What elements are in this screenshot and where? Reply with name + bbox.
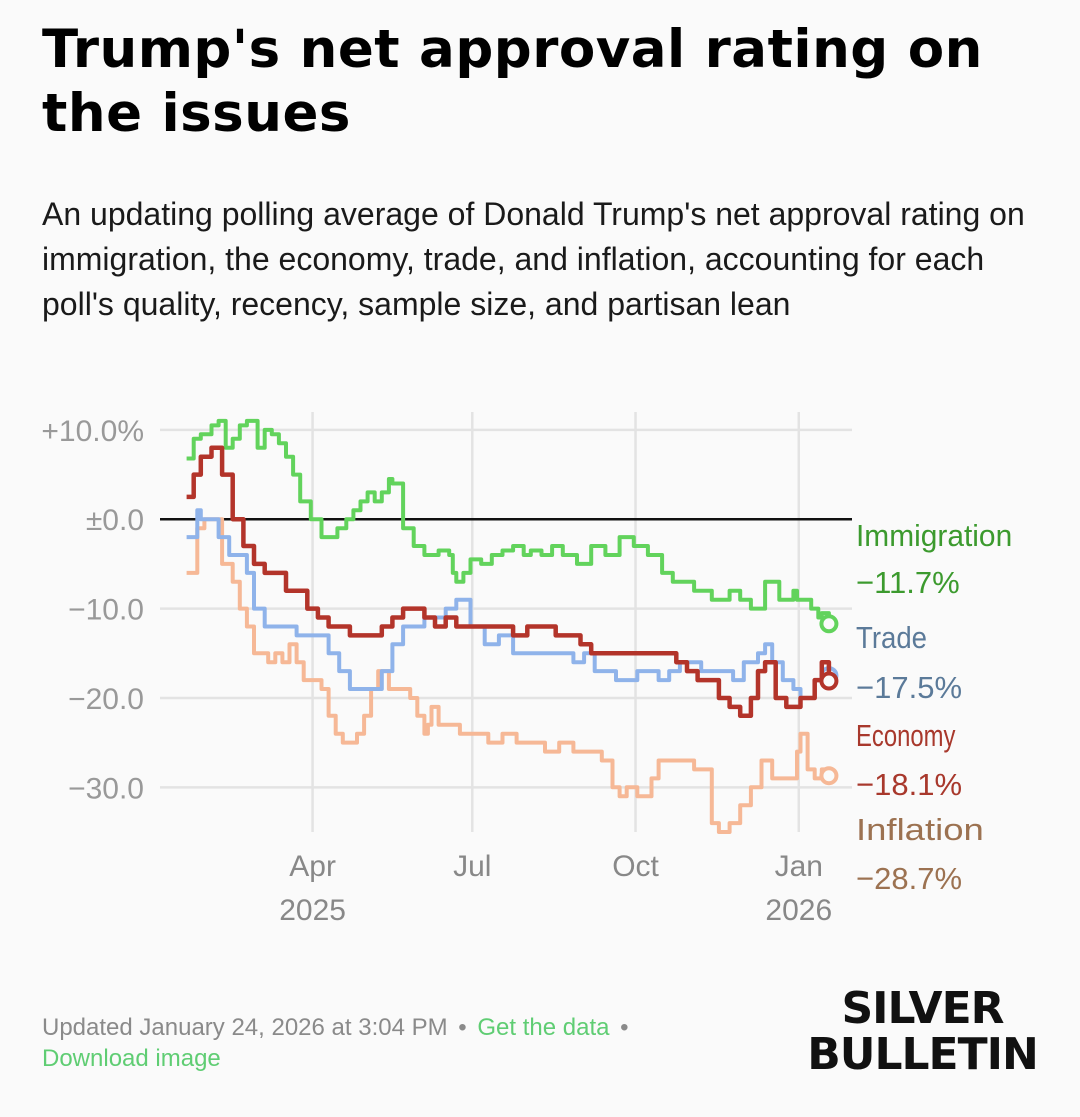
- series-end-marker-immigration: [819, 614, 839, 634]
- series-name-label-inflation: Inflation: [856, 812, 984, 847]
- footer-separator: •: [458, 1014, 467, 1041]
- y-tick-label: +10.0%: [41, 415, 144, 448]
- series-line-trade: [186, 508, 831, 700]
- x-tick-sublabel: 2025: [279, 894, 346, 927]
- x-tick-label: Apr: [289, 850, 336, 883]
- series-value-label-inflation: −28.7%: [856, 861, 962, 896]
- x-tick-label: Jul: [453, 850, 491, 883]
- updated-timestamp: Updated January 24, 2026 at 3:04 PM: [42, 1014, 448, 1041]
- series-value-label-immigration: −11.7%: [856, 565, 960, 600]
- series-end-marker-economy: [819, 671, 839, 691]
- series-end-marker-inflation: [819, 766, 839, 786]
- get-data-link[interactable]: Get the data: [477, 1014, 610, 1041]
- line-chart: +10.0% ±0.0 −10.0 −20.0 −30.0 Apr 2025 Jul Oct Ja…: [41, 412, 1012, 927]
- chart-title: Trump's net approval rating on the issue…: [42, 19, 983, 144]
- silver-bulletin-logo: SILVER BULLETIN: [800, 986, 1045, 1078]
- x-tick-label: Oct: [612, 850, 659, 883]
- series-name-label-trade: Trade: [856, 620, 927, 655]
- footer: Updated January 24, 2026 at 3:04 PM • Ge…: [42, 1012, 742, 1074]
- logo-line-1: SILVER: [841, 983, 1004, 1034]
- series-line-inflation: [186, 517, 831, 834]
- y-tick-label: −30.0: [68, 772, 144, 805]
- chart-subtitle: An updating polling average of Donald Tr…: [42, 196, 1025, 322]
- logo-line-2: BULLETIN: [807, 1029, 1039, 1080]
- download-image-link[interactable]: Download image: [42, 1045, 221, 1072]
- x-tick-sublabel: 2026: [765, 894, 832, 927]
- footer-separator: •: [620, 1014, 629, 1041]
- series-value-label-economy: −18.1%: [856, 767, 962, 802]
- y-tick-label: ±0.0: [86, 504, 144, 537]
- series-name-label-economy: Economy: [856, 718, 956, 753]
- series-line-immigration: [186, 418, 831, 624]
- x-tick-label: Jan: [775, 850, 823, 883]
- y-tick-label: −20.0: [68, 683, 144, 716]
- series-name-label-immigration: Immigration: [856, 518, 1012, 553]
- y-tick-label: −10.0: [68, 594, 144, 627]
- series-value-label-trade: −17.5%: [856, 670, 962, 705]
- series-line-economy: [186, 445, 832, 719]
